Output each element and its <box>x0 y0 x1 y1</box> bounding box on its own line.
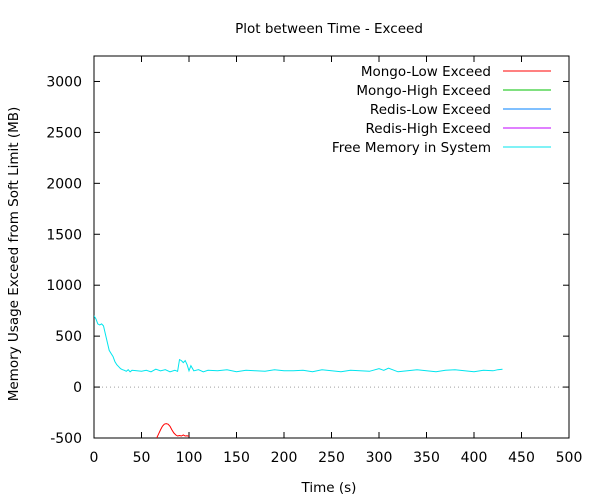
chart-title: Plot between Time - Exceed <box>235 21 423 37</box>
x-axis-label: Time (s) <box>301 480 357 496</box>
x-tick-label: 0 <box>90 450 99 466</box>
y-tick-label: 2500 <box>46 125 82 141</box>
x-tick-label: 250 <box>318 450 345 466</box>
y-tick-label: -500 <box>50 431 82 447</box>
plot-frame <box>93 55 570 439</box>
x-tick-label: 200 <box>271 450 298 466</box>
x-tick-label: 50 <box>133 450 151 466</box>
x-tick-label: 150 <box>223 450 250 466</box>
legend-label-mongo-low-exceed: Mongo-Low Exceed <box>361 64 491 80</box>
series-line-free-memory-in-system <box>94 315 503 373</box>
legend-label-redis-high-exceed: Redis-High Exceed <box>365 121 491 137</box>
y-tick-label: 1500 <box>46 227 82 243</box>
x-tick-label: 100 <box>176 450 203 466</box>
y-tick-label: 1000 <box>46 278 82 294</box>
legend-label-free-memory-in-system: Free Memory in System <box>332 140 491 156</box>
y-tick-label: 3000 <box>46 74 82 90</box>
y-tick-label: 500 <box>55 329 82 345</box>
plot-area: 0 50 100 150 200 250 300 350 400 450 500 -500 0 500 10… <box>46 55 583 466</box>
y-axis-label: Memory Usage Exceed from Soft Limit (MB) <box>6 107 22 402</box>
x-tick-label: 500 <box>556 450 583 466</box>
legend-label-mongo-high-exceed: Mongo-High Exceed <box>356 83 491 99</box>
x-tick-label: 300 <box>366 450 393 466</box>
legend-label-redis-low-exceed: Redis-Low Exceed <box>370 102 491 118</box>
x-tick-label: 450 <box>508 450 535 466</box>
y-tick-label: 2000 <box>46 176 82 192</box>
x-tick-label: 400 <box>461 450 488 466</box>
y-tick-label: 0 <box>73 380 82 396</box>
series-line-mongo-low-exceed <box>156 423 190 438</box>
x-tick-label: 350 <box>413 450 440 466</box>
legend: Mongo-Low Exceed Mongo-High Exceed Redis-L… <box>332 64 551 156</box>
